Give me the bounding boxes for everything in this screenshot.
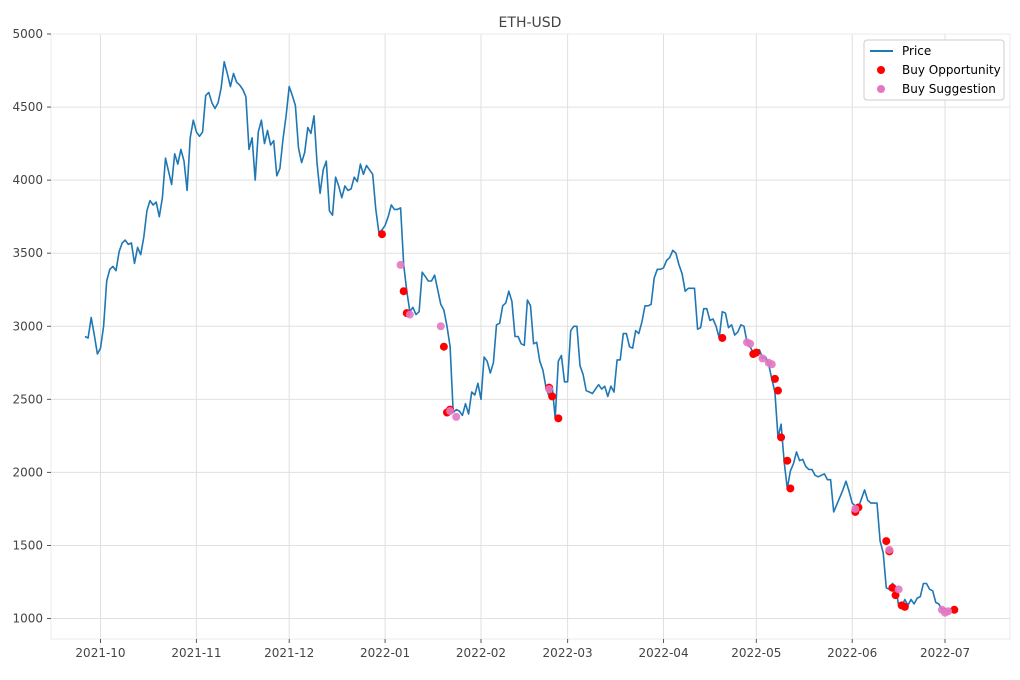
point-buy-opportunity xyxy=(777,433,786,442)
point-buy-opportunity xyxy=(718,333,727,342)
y-tick-label: 3500 xyxy=(12,246,43,260)
x-tick-label: 2021-10 xyxy=(75,646,125,660)
point-buy-suggestion xyxy=(545,385,554,394)
series-layer xyxy=(84,60,959,617)
legend-swatch-buy-opportunity xyxy=(877,66,885,74)
y-axis: 1000 1500 2000 2500 3000 3500 4000 4500 5000 xyxy=(12,27,51,626)
x-tick-label: 2021-12 xyxy=(264,646,314,660)
point-buy-suggestion xyxy=(446,407,455,416)
point-buy-opportunity xyxy=(773,386,782,395)
x-axis: 2021-10 2021-11 2021-12 2022-01 2022-02 2022-… xyxy=(75,639,970,660)
point-buy-opportunity xyxy=(882,537,891,546)
plot-background xyxy=(51,34,1010,639)
point-buy-opportunity xyxy=(548,392,557,401)
x-tick-label: 2022-04 xyxy=(638,646,688,660)
legend-swatch-buy-suggestion xyxy=(877,85,885,93)
x-tick-label: 2022-07 xyxy=(920,646,970,660)
point-buy-suggestion xyxy=(405,310,414,319)
legend-label-buy-suggestion: Buy Suggestion xyxy=(902,82,996,96)
point-buy-suggestion xyxy=(396,260,405,269)
x-tick-label: 2022-06 xyxy=(827,646,877,660)
point-buy-opportunity xyxy=(950,605,959,614)
x-tick-label: 2022-01 xyxy=(360,646,410,660)
y-tick-label: 4500 xyxy=(12,100,43,114)
point-buy-suggestion xyxy=(885,545,894,554)
point-buy-suggestion xyxy=(436,322,445,331)
x-tick-label: 2022-03 xyxy=(543,646,593,660)
x-tick-label: 2022-05 xyxy=(731,646,781,660)
point-buy-suggestion xyxy=(944,607,953,616)
legend-label-price: Price xyxy=(902,44,931,58)
x-tick-label: 2021-11 xyxy=(171,646,221,660)
chart-title: ETH-USD xyxy=(499,15,562,31)
y-tick-label: 2500 xyxy=(12,392,43,406)
legend: Price Buy Opportunity Buy Suggestion xyxy=(863,39,1005,101)
point-buy-opportunity xyxy=(378,230,387,239)
y-tick-label: 5000 xyxy=(12,27,43,41)
y-tick-label: 1500 xyxy=(12,538,43,552)
point-buy-opportunity xyxy=(900,602,909,611)
point-buy-opportunity xyxy=(783,456,792,465)
y-tick-label: 3000 xyxy=(12,319,43,333)
y-tick-label: 1000 xyxy=(12,612,43,626)
point-buy-opportunity xyxy=(752,348,761,357)
plot-frame xyxy=(50,33,1011,640)
point-buy-opportunity xyxy=(786,484,795,493)
point-buy-opportunity xyxy=(554,414,563,423)
point-buy-opportunity xyxy=(399,287,408,296)
point-buy-suggestion xyxy=(452,412,461,421)
x-tick-label: 2022-02 xyxy=(456,646,506,660)
y-tick-label: 4000 xyxy=(12,173,43,187)
point-buy-suggestion xyxy=(758,354,767,363)
legend-box xyxy=(863,39,1005,101)
series-line-price xyxy=(84,60,955,613)
point-buy-suggestion xyxy=(746,339,755,348)
point-buy-opportunity xyxy=(770,374,779,383)
point-buy-suggestion xyxy=(894,585,903,594)
point-buy-suggestion xyxy=(767,360,776,369)
y-tick-label: 2000 xyxy=(12,465,43,479)
legend-label-buy-opportunity: Buy Opportunity xyxy=(902,63,1001,77)
point-buy-opportunity xyxy=(888,583,897,592)
point-buy-suggestion xyxy=(851,504,860,513)
point-buy-opportunity xyxy=(439,342,448,351)
